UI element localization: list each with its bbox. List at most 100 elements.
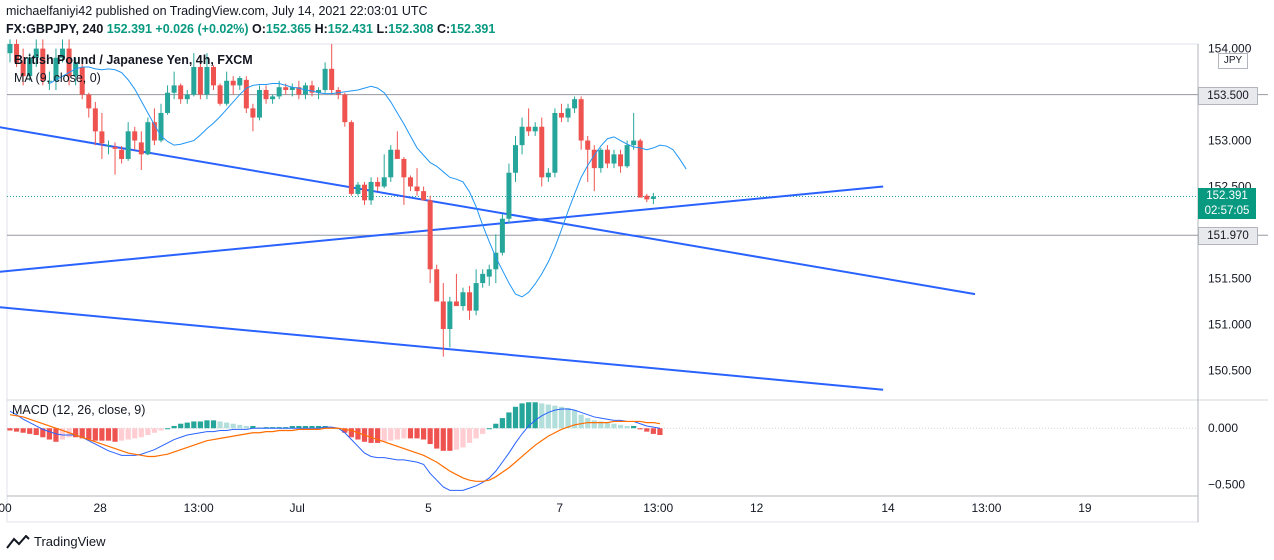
macd-histogram-bar: [650, 428, 656, 434]
macd-histogram-bar: [283, 427, 289, 429]
candle-body: [388, 149, 394, 178]
macd-histogram-bar: [348, 428, 354, 438]
macd-histogram-bar: [40, 428, 46, 438]
macd-histogram-bar: [545, 404, 551, 429]
candle-body: [545, 172, 551, 178]
chart-frame: [6, 43, 1268, 523]
macd-histogram-bar: [519, 403, 525, 429]
macd-histogram-bar: [506, 412, 512, 429]
horizontal-levels: [7, 94, 1268, 429]
candle-body: [86, 94, 92, 109]
macd-histogram-bar: [624, 425, 630, 429]
time-tick-label: 19: [1078, 501, 1092, 515]
macd-histogram-bar: [33, 428, 39, 436]
macd-histogram-bar: [86, 428, 92, 440]
candle-body: [480, 273, 486, 284]
ma-legend[interactable]: MA (9, close, 0): [14, 71, 101, 85]
candle-body: [263, 89, 269, 100]
candle-body: [368, 181, 374, 201]
macd-histogram-bar: [99, 428, 105, 441]
macd-histogram-bar: [552, 405, 558, 429]
time-tick-label: 28: [94, 501, 108, 515]
macd-histogram-bar: [230, 423, 236, 429]
candle-body: [611, 154, 617, 164]
candle-body: [217, 85, 223, 104]
macd-histogram-bar: [394, 428, 400, 440]
candle-body: [7, 44, 13, 54]
macd-histogram-bar: [178, 423, 184, 429]
macd-histogram-bar: [132, 428, 138, 439]
price-change: +0.026 (+0.02%): [155, 22, 249, 36]
last-price: 152.391: [106, 22, 152, 36]
candle-body: [46, 80, 52, 82]
candle-body: [362, 184, 368, 201]
candle-body: [165, 92, 171, 113]
macd-histogram-bar: [197, 421, 203, 429]
trendline: [0, 306, 884, 391]
time-tick-label: 00: [0, 501, 12, 515]
time-tick-label: 5: [425, 501, 432, 515]
candle-body: [355, 184, 361, 194]
low-value: 152.308: [388, 22, 434, 36]
candle-body: [558, 112, 564, 118]
macd-histogram-bar: [210, 420, 217, 429]
candle-body: [178, 85, 184, 100]
macd-histogram-bar: [119, 428, 125, 441]
macd-histogram-bar: [276, 427, 282, 429]
macd-histogram-bar: [414, 428, 420, 439]
macd-histogram-bar: [296, 425, 302, 429]
candle-body: [316, 89, 322, 93]
candle-body: [447, 301, 453, 330]
time-tick-label: Jul: [289, 501, 304, 515]
macd-histogram-bar: [637, 428, 643, 430]
candle-body: [237, 78, 243, 86]
candle-body: [191, 66, 197, 95]
candle-body: [467, 292, 473, 311]
macd-histogram-bar: [598, 421, 604, 429]
candle-body: [644, 195, 650, 200]
macd-histogram-bar: [145, 428, 151, 436]
macd-histogram-bar: [453, 428, 460, 450]
candle-body: [519, 126, 525, 146]
candle-body: [132, 131, 138, 141]
price-tick-label: 150.500: [1208, 363, 1252, 377]
macd-layer: [7, 402, 663, 491]
candle-body: [650, 196, 656, 199]
candle-body: [414, 186, 420, 192]
candle-body: [53, 57, 59, 81]
candle-body: [27, 57, 33, 77]
macd-histogram-bar: [342, 428, 348, 433]
bar-countdown: 02:57:05: [1198, 203, 1256, 219]
publish-info: michaelfaniyi42 published on TradingView…: [6, 4, 428, 18]
macd-histogram-bar: [138, 428, 144, 438]
macd-legend[interactable]: MACD (12, 26, close, 9): [12, 403, 146, 417]
macd-histogram-bar: [309, 425, 315, 429]
candle-body: [256, 89, 262, 118]
series-legend[interactable]: British Pound / Japanese Yen, 4h, FXCM: [14, 53, 253, 67]
macd-histogram-bar: [499, 418, 505, 429]
candle-body: [591, 149, 597, 169]
macd-histogram-bar: [434, 428, 440, 449]
price-tick-label: 151.500: [1208, 271, 1252, 285]
candle-body: [532, 126, 538, 132]
currency-badge[interactable]: JPY: [1218, 53, 1248, 69]
candle-body: [421, 191, 427, 201]
candle-body: [60, 48, 66, 58]
macd-histogram-bar: [631, 425, 637, 429]
candle-body: [158, 112, 164, 141]
symbol-label[interactable]: FX:GBPJPY, 240: [6, 22, 104, 36]
candle-body: [440, 301, 446, 330]
candle-body: [407, 177, 413, 187]
trendlines[interactable]: [0, 126, 976, 391]
candle-body: [145, 122, 151, 155]
tradingview-footer[interactable]: TradingView: [6, 534, 106, 549]
time-tick-label: 7: [556, 501, 563, 515]
macd-histogram-bar: [355, 428, 361, 440]
tradingview-logo-icon: [6, 534, 30, 549]
candle-body: [329, 68, 335, 90]
candle-body: [565, 108, 571, 118]
macd-histogram-bar: [440, 428, 446, 451]
candle-body: [552, 112, 558, 173]
trendline: [0, 126, 976, 296]
